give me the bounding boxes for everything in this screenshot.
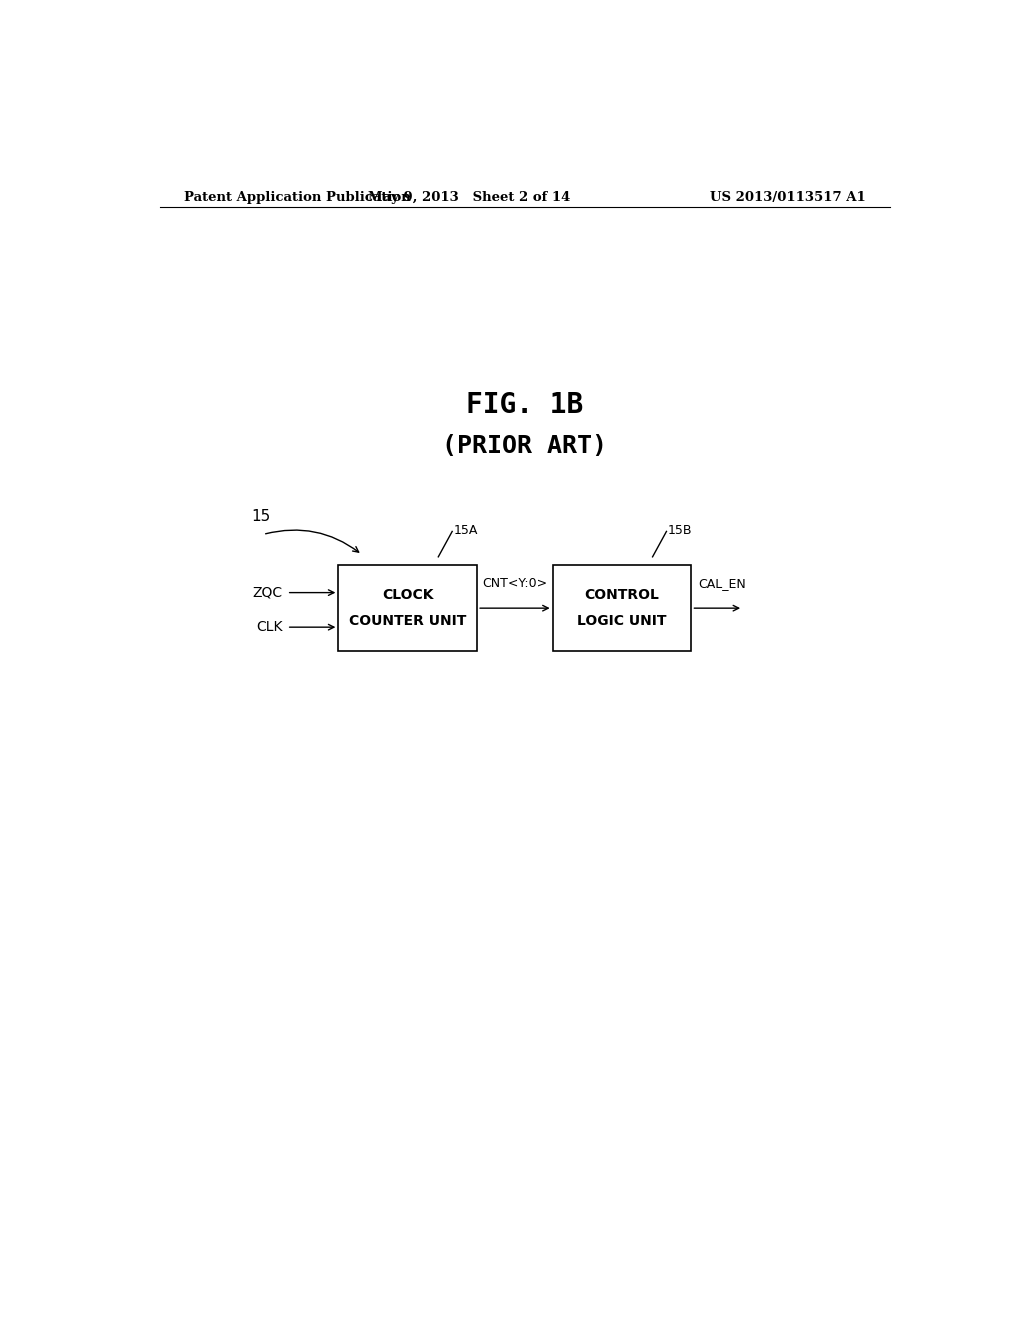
Text: FIG. 1B: FIG. 1B [466,392,584,420]
Text: 15B: 15B [668,524,692,536]
Text: CAL_EN: CAL_EN [697,577,745,590]
Text: CLK: CLK [256,620,283,634]
Text: COUNTER UNIT: COUNTER UNIT [349,614,466,628]
Text: CONTROL: CONTROL [585,587,659,602]
FancyArrowPatch shape [265,531,358,552]
Bar [553,565,691,651]
Text: 15: 15 [251,510,270,524]
Text: CNT<Y:0>: CNT<Y:0> [482,577,548,590]
Text: Patent Application Publication: Patent Application Publication [183,190,411,203]
Text: CLOCK: CLOCK [382,587,433,602]
Text: LOGIC UNIT: LOGIC UNIT [578,614,667,628]
Text: ZQC: ZQC [253,586,283,599]
Text: May 9, 2013   Sheet 2 of 14: May 9, 2013 Sheet 2 of 14 [368,190,570,203]
Text: (PRIOR ART): (PRIOR ART) [442,434,607,458]
Text: 15A: 15A [454,524,478,536]
Text: US 2013/0113517 A1: US 2013/0113517 A1 [711,190,866,203]
Bar [338,565,477,651]
